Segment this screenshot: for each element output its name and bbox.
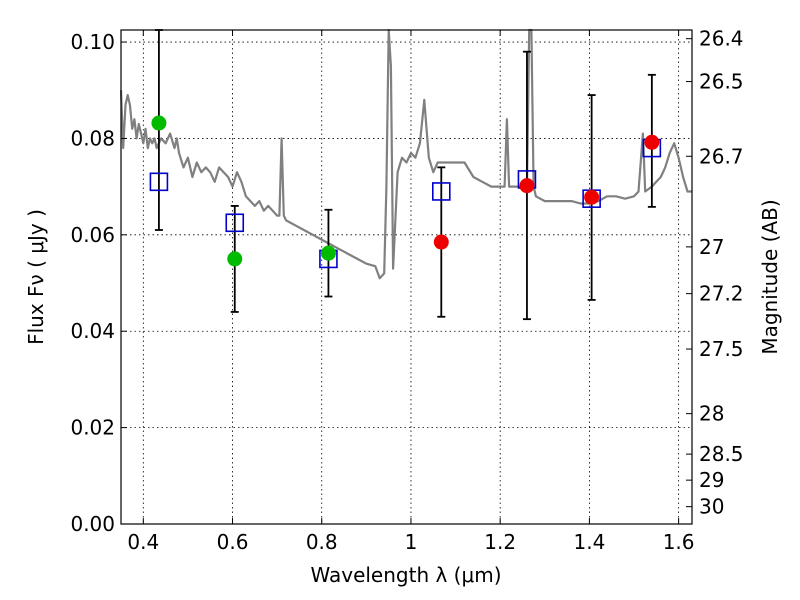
x-tick-label: 1.6 bbox=[663, 530, 695, 554]
observed-point bbox=[584, 189, 600, 205]
observed-point bbox=[151, 115, 167, 131]
magnitude-tick-label: 26.4 bbox=[699, 27, 744, 51]
magnitude-tick-label: 28.5 bbox=[699, 442, 744, 466]
magnitude-tick-label: 26.7 bbox=[699, 144, 744, 168]
magnitude-tick-label: 27.5 bbox=[699, 337, 744, 361]
y-axis-title: Flux Fν ( μJy ) bbox=[24, 209, 48, 345]
magnitude-tick-label: 27.2 bbox=[699, 282, 744, 306]
y-tick-label: 0.10 bbox=[70, 30, 115, 54]
model-square-point bbox=[225, 213, 245, 233]
magnitude-tick-label: 29 bbox=[699, 468, 724, 492]
magnitude-tick-label: 26.5 bbox=[699, 70, 744, 94]
y-tick-label: 0.00 bbox=[70, 512, 115, 536]
magnitude-tick-label: 30 bbox=[699, 495, 724, 519]
x-tick-label: 1.4 bbox=[573, 530, 605, 554]
x-tick-label: 1.2 bbox=[484, 530, 516, 554]
x-tick-label: 0.8 bbox=[306, 530, 338, 554]
model-square-point bbox=[431, 182, 451, 201]
y-tick-label: 0.04 bbox=[70, 319, 115, 343]
x-tick-labels: 0.4 0.6 0.8 1 1.2 1.4 1.6 bbox=[127, 530, 694, 554]
observed-point bbox=[519, 178, 535, 194]
observed-point bbox=[227, 251, 243, 267]
x-tick-label: 0.4 bbox=[127, 530, 159, 554]
x-axis-title: Wavelength λ (μm) bbox=[310, 563, 501, 587]
right-axis-title: Magnitude (AB) bbox=[758, 199, 782, 354]
y-tick-labels: 0.00 0.02 0.04 0.06 0.08 0.10 bbox=[70, 30, 115, 536]
observed-point bbox=[320, 245, 336, 261]
model-spectrum bbox=[119, 28, 692, 280]
magnitude-tick-label: 27 bbox=[699, 235, 724, 259]
y-tick-label: 0.02 bbox=[70, 416, 115, 440]
model-square-point bbox=[149, 172, 169, 192]
x-tick-label: 0.6 bbox=[217, 530, 249, 554]
y-tick-label: 0.06 bbox=[70, 223, 115, 247]
plot-frame bbox=[120, 29, 693, 525]
observed-point bbox=[433, 234, 449, 250]
x-tick-label: 1 bbox=[405, 530, 418, 554]
model-photometry-squares bbox=[149, 138, 662, 269]
axis-ticks bbox=[121, 30, 692, 525]
y-tick-label: 0.08 bbox=[70, 126, 115, 150]
spectrum-line bbox=[119, 28, 692, 280]
magnitude-tick-labels: 26.4 26.5 26.7 27 27.2 27.5 28 28.529 30 bbox=[699, 27, 744, 519]
observed-point bbox=[644, 134, 660, 150]
grid bbox=[121, 30, 692, 525]
observed-photometry-points bbox=[151, 115, 660, 267]
error-bars bbox=[154, 29, 656, 321]
magnitude-tick-label: 28 bbox=[699, 402, 724, 426]
